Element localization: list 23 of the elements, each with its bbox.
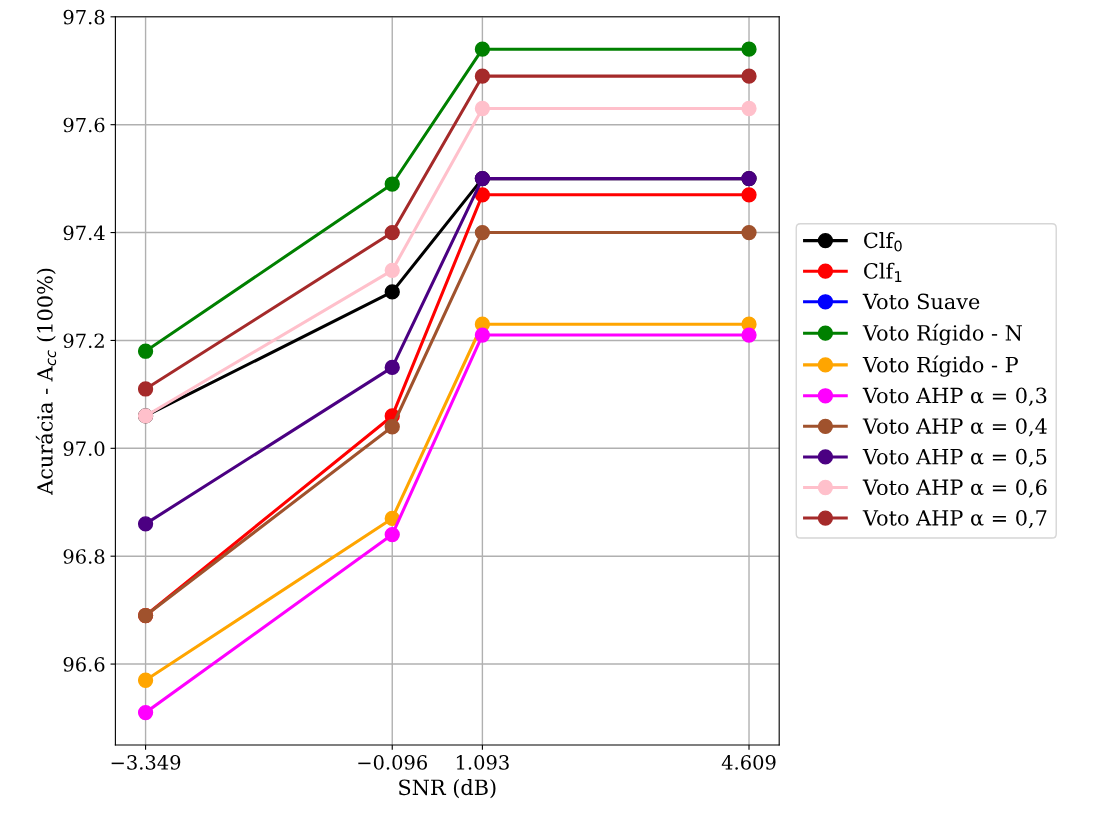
x-tick-label: −0.096 — [358, 755, 427, 770]
legend-label: Voto AHP α = 0,3 — [862, 387, 1047, 406]
y-tick-label: 97.2 — [63, 333, 104, 349]
y-tick-label: 97.6 — [63, 117, 105, 133]
legend-label: Clf$_{1}$ — [864, 262, 902, 282]
y-tick-label: 96.6 — [63, 657, 105, 672]
y-axis-title: Acurácia - A$_{cc}$ (100%) — [35, 268, 57, 495]
x-tick-label: 4.609 — [721, 755, 776, 770]
legend-label: Clf$_{0}$ — [864, 232, 902, 252]
y-tick-label: 97.0 — [63, 441, 105, 456]
y-tick-label: 97.4 — [63, 225, 105, 241]
y-tick-label: 97.8 — [63, 9, 105, 25]
x-tick-label: 1.093 — [456, 755, 509, 770]
legend-label: Voto AHP α = 0,6 — [862, 479, 1047, 498]
legend-label: Voto Suave — [862, 293, 980, 310]
legend-label: Voto Rígido - P — [862, 355, 1018, 377]
legend-label: Voto AHP α = 0,7 — [862, 509, 1047, 529]
x-tick-label: −3.349 — [111, 755, 181, 770]
y-tick-label: 96.8 — [63, 549, 105, 564]
legend-label: Voto AHP α = 0,4 — [862, 418, 1047, 437]
legend-label: Voto Rígido - N — [862, 323, 1022, 346]
x-axis-title: SNR (dB) — [399, 779, 496, 799]
legend-label: Voto AHP α = 0,5 — [862, 448, 1047, 468]
